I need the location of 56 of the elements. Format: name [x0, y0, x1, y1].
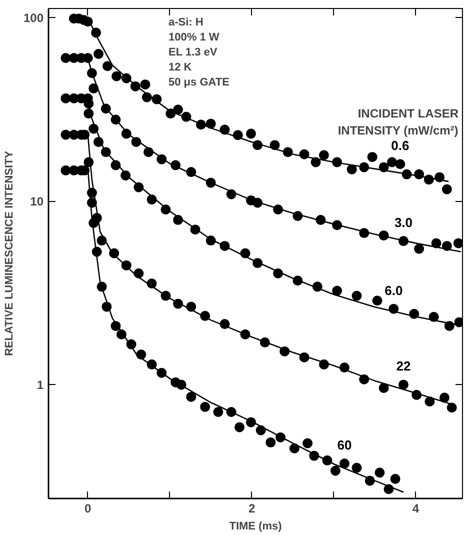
point	[318, 150, 329, 160]
point	[330, 466, 340, 476]
y-tick-label: 100	[23, 11, 44, 26]
point	[266, 437, 276, 448]
point	[102, 61, 113, 72]
point	[186, 392, 196, 402]
point	[213, 407, 224, 418]
series-label: 3.0	[394, 215, 413, 230]
point	[140, 79, 150, 90]
point	[453, 238, 462, 248]
point	[378, 382, 389, 393]
point	[112, 71, 122, 82]
point	[390, 474, 400, 484]
x-tick-label: 0	[84, 502, 92, 516]
y-tick-label: 1	[36, 378, 44, 392]
point	[352, 290, 362, 301]
point	[346, 164, 357, 174]
annotation: 100% 1 W	[168, 32, 220, 44]
x-tick-label: 2	[248, 502, 256, 516]
point	[302, 438, 313, 448]
series-label: 60	[337, 438, 352, 453]
y-axis-title: RELATIVE LUMINESCENCE INTENSITY	[3, 150, 16, 356]
x-axis-title: TIME (ms)	[229, 520, 282, 532]
legend-title: INCIDENT LASER INTENSITY (mW/cm²)	[338, 106, 459, 138]
point	[372, 296, 382, 306]
point	[395, 159, 406, 170]
point	[439, 392, 450, 403]
point	[200, 402, 210, 412]
point	[289, 443, 300, 454]
point	[246, 128, 256, 139]
point	[94, 48, 104, 59]
annotation: a-Si: H	[168, 16, 204, 28]
point	[414, 244, 424, 254]
series-label: 6.0	[384, 282, 403, 298]
point	[442, 184, 452, 194]
series-label: 22	[396, 358, 411, 374]
annotation: 50 μs GATE	[168, 76, 230, 88]
point	[173, 104, 184, 115]
point	[339, 458, 350, 469]
point	[60, 165, 71, 176]
point	[367, 152, 378, 162]
point	[374, 468, 385, 478]
point	[332, 286, 342, 296]
point	[60, 53, 71, 63]
point	[352, 462, 362, 473]
series-label: 0.6	[391, 138, 410, 154]
point	[386, 157, 397, 168]
x-tick-label: 4	[412, 502, 420, 516]
point	[234, 422, 245, 432]
point	[446, 402, 457, 413]
point	[60, 93, 71, 104]
annotation: EL 1.3 eV	[168, 46, 218, 58]
y-tick-label: 10	[30, 194, 44, 209]
annotation: 12 K	[168, 62, 192, 74]
point	[60, 130, 71, 140]
point	[398, 380, 408, 390]
